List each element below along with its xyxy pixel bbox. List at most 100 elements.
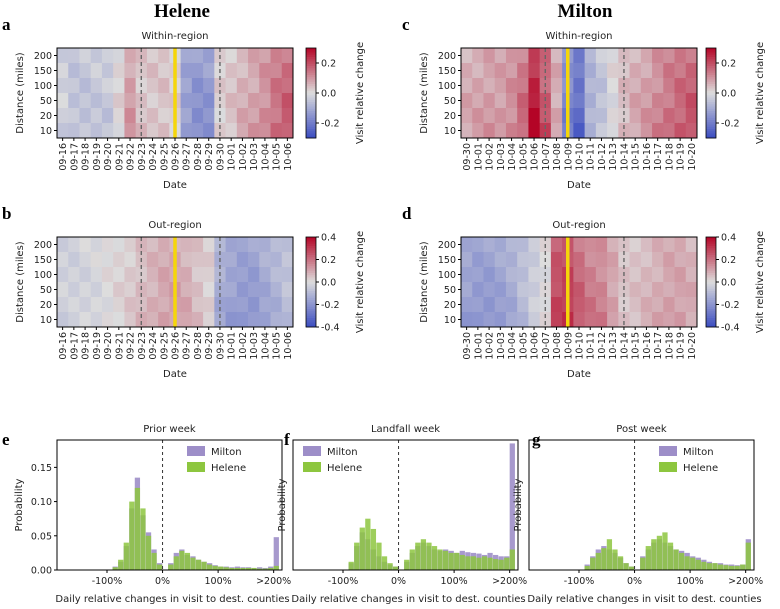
heatmap-cell bbox=[472, 63, 484, 79]
heatmap-cell bbox=[236, 78, 249, 94]
colorbar-segment bbox=[706, 318, 716, 321]
heatmap-cell bbox=[248, 93, 260, 109]
hist-bar-helene bbox=[365, 518, 371, 570]
heatmap-cell bbox=[236, 48, 249, 64]
heatmap-cell bbox=[472, 108, 484, 124]
colorbar-segment bbox=[706, 106, 716, 110]
heatmap-cell bbox=[158, 297, 170, 313]
heatmap-cell bbox=[483, 237, 496, 253]
panel-title: Out-region bbox=[552, 220, 605, 231]
x-tick-label: 10-09 bbox=[563, 143, 574, 171]
hist-bar-helene bbox=[476, 557, 482, 570]
y-tick-label: 50 bbox=[40, 96, 52, 107]
heatmap-cell bbox=[494, 78, 507, 94]
heatmap-cell bbox=[607, 63, 619, 79]
colorbar-segment bbox=[706, 52, 716, 56]
hist-bar-helene bbox=[129, 501, 135, 570]
heatmap-cell bbox=[584, 312, 597, 328]
hist-bar-helene bbox=[381, 556, 388, 570]
heatmap-cell bbox=[640, 237, 653, 253]
heatmap-cell bbox=[146, 267, 159, 283]
heatmap-cell bbox=[281, 123, 294, 139]
heatmap-cell bbox=[158, 63, 170, 79]
x-tick-label: 09-18 bbox=[81, 143, 92, 171]
heatmap-cell bbox=[270, 267, 283, 283]
y-axis-label: Distance (miles) bbox=[15, 241, 26, 322]
hist-bar-helene bbox=[465, 556, 471, 570]
heatmap-cell bbox=[101, 78, 114, 94]
y-tick-label: 0.05 bbox=[31, 531, 52, 542]
x-tick-label: 09-17 bbox=[69, 332, 80, 360]
hist-bar-helene bbox=[612, 549, 618, 570]
heatmap-cell bbox=[101, 312, 114, 328]
colorbar-tick-label: 0.2 bbox=[721, 59, 736, 70]
hist-bar-helene bbox=[443, 550, 449, 570]
heatmap-cell bbox=[191, 312, 204, 328]
heatmap-cell bbox=[236, 108, 249, 124]
heatmap-cell bbox=[158, 237, 170, 253]
heatmap-cell bbox=[57, 267, 69, 283]
heatmap-cell bbox=[652, 297, 664, 313]
y-tick-label: 0.15 bbox=[31, 463, 52, 474]
hist-bar-helene bbox=[245, 567, 252, 570]
colorbar-tick-label: 0.0 bbox=[321, 278, 336, 289]
heatmap-cell bbox=[57, 237, 69, 253]
colorbar-segment bbox=[706, 300, 716, 303]
heatmap-cell bbox=[483, 78, 496, 94]
colorbar-segment bbox=[706, 241, 716, 245]
colorbar-segment bbox=[306, 75, 316, 78]
heatmap-cell bbox=[517, 108, 529, 124]
heatmap-cell bbox=[528, 312, 541, 328]
hist-bar-helene bbox=[684, 556, 690, 570]
heatmap-cell bbox=[90, 282, 103, 298]
heatmap-cell bbox=[652, 282, 664, 298]
y-tick-label: 20 bbox=[40, 300, 52, 311]
colorbar-segment bbox=[306, 126, 316, 130]
x-tick-label: 10-11 bbox=[586, 143, 597, 171]
colorbar-segment bbox=[306, 68, 316, 71]
heatmap-cell bbox=[494, 237, 507, 253]
x-tick-label: 09-17 bbox=[69, 143, 80, 171]
heatmap-cell bbox=[180, 93, 193, 109]
heatmap-cell bbox=[281, 108, 294, 124]
colorbar-segment bbox=[706, 309, 716, 312]
x-tick-label: 10-17 bbox=[653, 143, 664, 171]
x-tick-label: 100% bbox=[205, 576, 232, 587]
heatmap-cell bbox=[472, 123, 484, 139]
x-axis-label: Date bbox=[163, 180, 187, 191]
heatmap-cell bbox=[259, 93, 271, 109]
heatmap-cell bbox=[528, 297, 541, 313]
hist-bar-helene bbox=[420, 539, 427, 570]
heatmap-cell bbox=[203, 78, 215, 94]
hist-bar-helene bbox=[454, 552, 460, 570]
heatmap-cell bbox=[113, 123, 125, 139]
hist-bar-helene bbox=[623, 563, 629, 570]
colorbar-segment bbox=[306, 315, 316, 319]
hist-bar-helene bbox=[145, 535, 152, 570]
heatmap-cell bbox=[101, 63, 114, 79]
heatmap-cell bbox=[158, 78, 170, 94]
heatmap-cell bbox=[663, 252, 675, 268]
heatmap-cell bbox=[57, 93, 69, 109]
colorbar-segment bbox=[706, 279, 716, 283]
heatmap-cell bbox=[461, 78, 473, 94]
hist-bar-helene bbox=[168, 564, 174, 570]
x-tick-label: 10-12 bbox=[597, 143, 608, 171]
y-axis-label: Probability bbox=[14, 478, 25, 531]
hist-bar-helene bbox=[151, 552, 157, 570]
y-tick-label: 0.10 bbox=[31, 497, 52, 508]
x-tick-label: 10-19 bbox=[676, 143, 687, 171]
heatmap-cell bbox=[225, 282, 238, 298]
heatmap-cell bbox=[505, 267, 518, 283]
hist-bar-helene bbox=[662, 532, 668, 570]
heatmap-cell bbox=[461, 312, 473, 328]
heatmap-cell bbox=[550, 123, 563, 139]
heatmap-cell bbox=[146, 312, 159, 328]
hist-bar-helene bbox=[437, 549, 443, 570]
heatmap-cell bbox=[584, 93, 597, 109]
heatmap-cell bbox=[90, 237, 103, 253]
heatmap-cell bbox=[663, 93, 675, 109]
legend-label: Helene bbox=[327, 463, 362, 474]
